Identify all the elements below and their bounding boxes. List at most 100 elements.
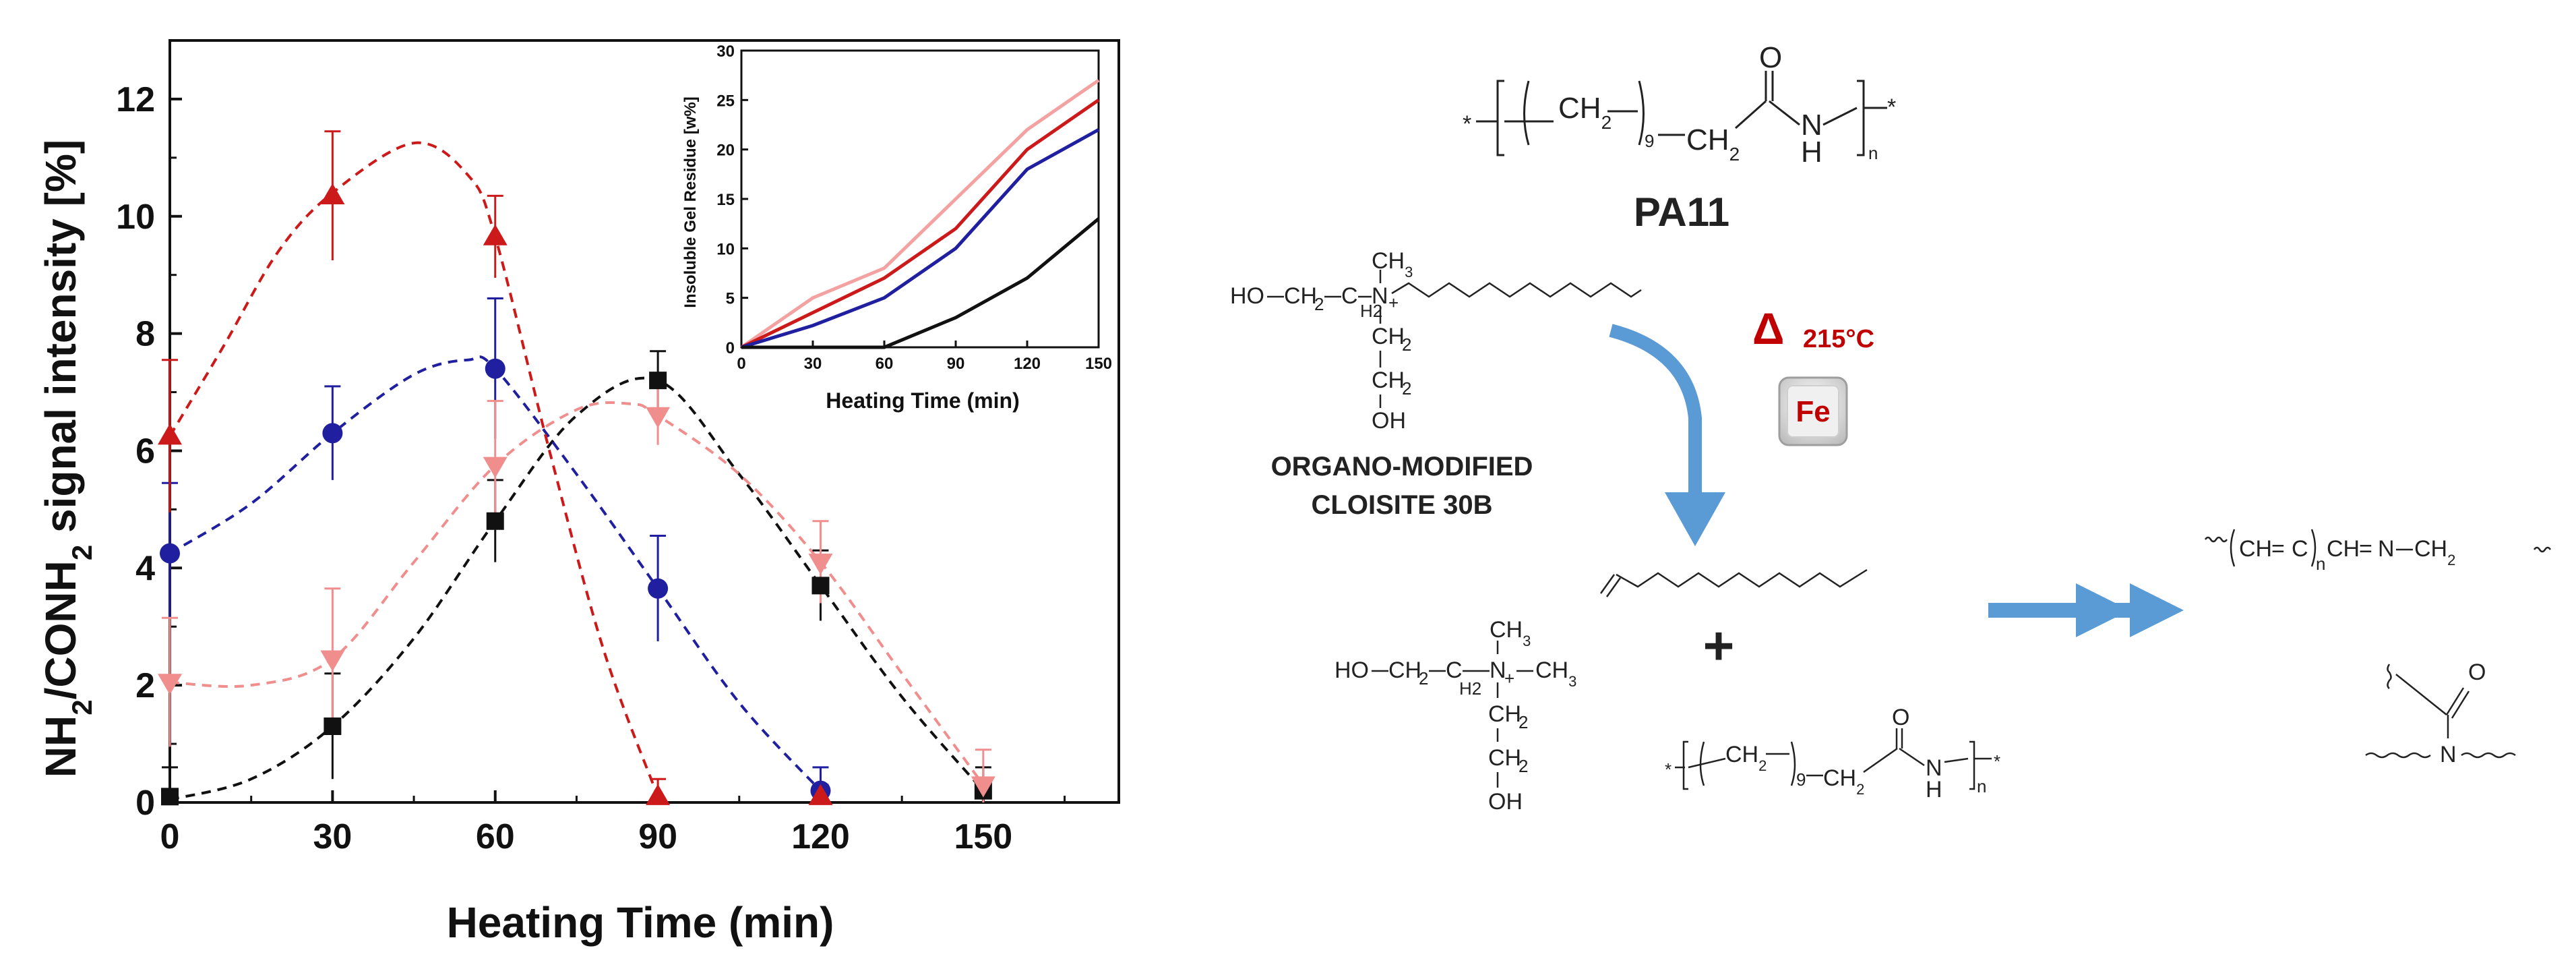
marker-triangle-up <box>483 224 508 245</box>
pa11p-bond-6 <box>1944 757 1969 763</box>
cp-sub-n: n <box>2316 554 2325 574</box>
pa11p-bracket-right <box>1969 740 1975 790</box>
marker-triangle-down <box>320 650 345 672</box>
main-y-tick-label: 10 <box>116 198 155 237</box>
main-y-tick-label: 8 <box>135 315 155 354</box>
clay-label-line-1: ORGANO-MODIFIED <box>1271 452 1533 481</box>
marker-circle <box>485 358 505 379</box>
pa11-bond-6 <box>1822 107 1858 126</box>
svg-text:Fe: Fe <box>1796 395 1830 428</box>
cp-c: C <box>2292 536 2308 562</box>
amine-oh: OH <box>1488 789 1523 815</box>
pa11-paren-left <box>1523 80 1530 146</box>
y-label-part-tail: signal intensity [%] <box>36 140 85 545</box>
marker-triangle-up <box>808 784 833 805</box>
amine-ch3-top: CH3 <box>1490 617 1531 649</box>
inset-plot-frame <box>740 49 1100 349</box>
inset-y-tick-label: 15 <box>716 191 735 209</box>
process-arrow <box>1609 324 1725 546</box>
ba-wave-right <box>2461 752 2516 759</box>
pa11-bond-5 <box>1769 100 1800 126</box>
main-markers <box>158 183 995 806</box>
marker-circle <box>160 543 180 564</box>
main-y-tick-label: 6 <box>135 432 155 471</box>
pa11-sub-9: 9 <box>1645 131 1654 151</box>
marker-triangle-up <box>158 423 182 445</box>
y-label-part-conh: /CONH <box>36 560 85 699</box>
marker-square <box>324 717 342 735</box>
ba-bond-1 <box>2395 674 2447 715</box>
ba-oxygen: O <box>2468 660 2486 685</box>
inset-y-tick-label: 30 <box>716 42 735 61</box>
pa11p-ch2-b: CH2 <box>1823 765 1864 798</box>
pa11p-bond-5 <box>1899 747 1925 767</box>
pa11-paren-right <box>1638 80 1645 146</box>
y-label-sub-2: 2 <box>66 545 98 560</box>
main-x-tick-label: 0 <box>160 817 180 856</box>
marker-square <box>811 577 830 595</box>
inset-x-tick-label: 120 <box>1014 355 1041 373</box>
inset-y-tick-labels: 0 5 10 15 20 25 30 <box>716 42 735 357</box>
cp-eq-2: = <box>2359 536 2372 562</box>
inset-y-tick-label: 25 <box>716 92 735 110</box>
pa11-ch2-a: CH2 <box>1558 92 1612 133</box>
fit-curve-square <box>169 376 985 801</box>
pa11-sub-n: n <box>1868 143 1878 163</box>
inset-axes <box>740 49 1100 349</box>
inset-x-tick-labels: 0 30 60 90 120 150 <box>737 355 1112 373</box>
pa11-hydrogen: H <box>1801 136 1822 169</box>
pa11p-star-left: * <box>1665 759 1672 780</box>
reaction-scheme: * CH2 9 CH2 O N H n * PA11 <box>1230 41 2552 815</box>
amine-ch3-right: CH3 <box>1535 657 1576 690</box>
amine-sub-c: 2 <box>1519 756 1528 776</box>
cp-ch-a: CH <box>2239 536 2272 562</box>
amine-sub-b: 2 <box>1519 712 1528 732</box>
y-label-sub-1: 2 <box>66 699 98 715</box>
pa11-ch2-b: CH2 <box>1686 123 1740 165</box>
marker-triangle-down <box>646 407 671 428</box>
main-x-tick-label: 120 <box>791 817 850 856</box>
fit-curve-triangle-down <box>169 401 985 786</box>
clay-label-line-2: CLOISITE 30B <box>1312 490 1493 520</box>
cp-wave-left <box>2204 536 2228 543</box>
inset-y-tick-label: 10 <box>716 240 735 258</box>
fit-curve-triangle-up <box>168 141 659 798</box>
pa11p-sub-n: n <box>1977 776 1986 796</box>
pa11p-bracket-left <box>1682 740 1688 790</box>
amine-h2: H2 <box>1459 678 1481 699</box>
om-alkyl-chain <box>1391 282 1642 298</box>
om-oh: OH <box>1372 408 1406 434</box>
ba-co-b <box>2451 691 2470 719</box>
om-c: C <box>1341 283 1358 309</box>
inset-x-tick-label: 30 <box>804 355 822 373</box>
pa11-bracket-left <box>1496 80 1504 156</box>
main-y-tick-label: 0 <box>135 784 155 823</box>
pa11-bond-4 <box>1735 100 1767 129</box>
marker-square <box>161 788 179 806</box>
pa11-star-left: * <box>1463 111 1471 137</box>
amine-c: C <box>1446 657 1463 683</box>
marker-triangle-down <box>971 776 995 798</box>
marker-triangle-up <box>646 784 671 805</box>
om-sub-a: 2 <box>1314 294 1324 314</box>
main-x-tick-labels: 0 30 60 90 120 150 <box>160 817 1013 856</box>
om-sub-c: 2 <box>1402 378 1411 399</box>
amine-sub-a: 2 <box>1419 668 1428 688</box>
iron-catalyst-icon: Fe <box>1778 376 1848 446</box>
inset-series-line-4 <box>741 217 1100 349</box>
pa11p-bond-4 <box>1863 747 1898 773</box>
pa11p-sub-9: 9 <box>1796 769 1806 790</box>
amine-nitrogen: N <box>1490 657 1506 683</box>
om-ch3: CH3 <box>1372 248 1413 281</box>
om-nitrogen: N <box>1372 283 1388 309</box>
main-x-tick-label: 30 <box>313 817 352 856</box>
pa11-star-right: * <box>1887 94 1896 120</box>
main-x-tick-label: 90 <box>638 817 677 856</box>
pa11p-paren-right <box>1790 741 1796 786</box>
y-label-part-nh: NH <box>36 715 85 778</box>
marker-triangle-down <box>808 554 833 575</box>
marker-triangle-up <box>320 183 345 204</box>
inset-y-tick-label: 0 <box>726 339 735 357</box>
